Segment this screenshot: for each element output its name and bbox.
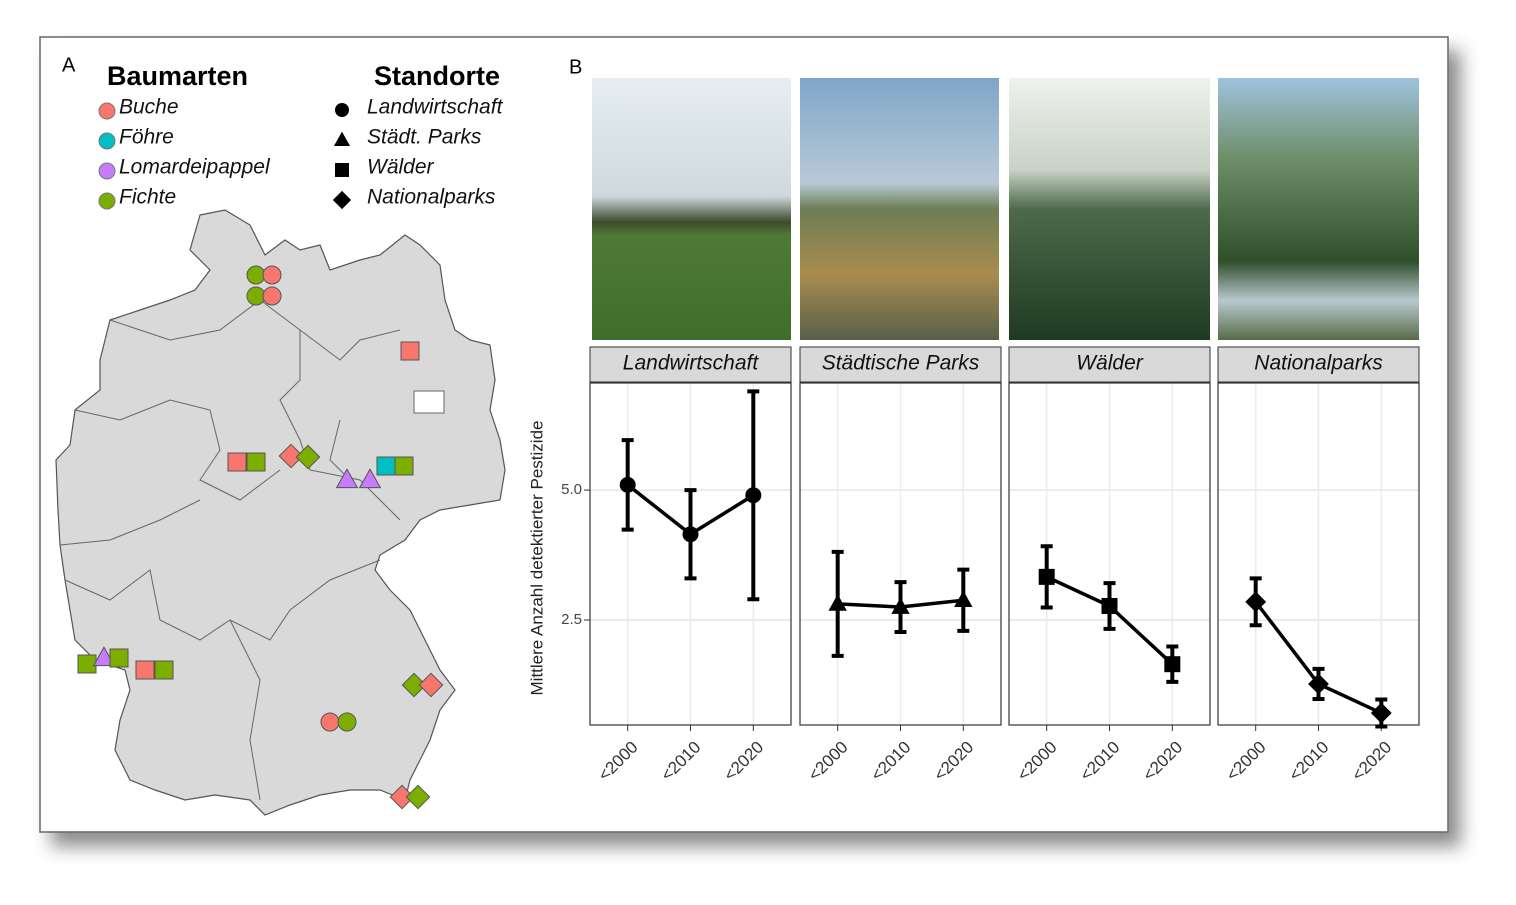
- map-marker: [335, 468, 359, 489]
- map-marker: [418, 672, 444, 698]
- legend-swatch: [98, 132, 116, 150]
- legend-swatch: [98, 162, 116, 180]
- point: [1370, 702, 1392, 724]
- facet-strip: [589, 346, 792, 383]
- point: [1245, 591, 1267, 613]
- map-marker: [262, 265, 282, 285]
- legend-label: Städt. Parks: [367, 126, 482, 149]
- legend-label: Föhre: [119, 126, 174, 149]
- legend-symbol: [335, 163, 349, 177]
- map-marker: [295, 444, 321, 470]
- point: [1308, 673, 1329, 695]
- panel-label: A: [62, 54, 76, 76]
- y-tick-label: 2.5: [561, 611, 582, 628]
- point: [619, 476, 636, 493]
- photo-waelder: [1009, 78, 1210, 340]
- map-marker: [278, 443, 304, 469]
- point: [745, 487, 762, 504]
- legend-swatch: [98, 102, 116, 120]
- facet-strip: [1217, 346, 1420, 383]
- facet-strip: [1008, 346, 1211, 383]
- map-marker: [337, 712, 357, 732]
- map-marker: [394, 456, 414, 476]
- point: [891, 597, 910, 614]
- legend-label: Landwirtschaft: [367, 96, 504, 119]
- map-marker: [246, 265, 266, 285]
- legend-symbol: [333, 131, 351, 146]
- berlin-hole: [413, 390, 445, 414]
- facet-title: Nationalparks: [1254, 352, 1383, 375]
- facet-strip: [799, 346, 1002, 383]
- photo-landwirtschaft: [592, 78, 791, 340]
- map-marker: [246, 286, 266, 306]
- map-marker: [405, 784, 431, 810]
- photo-nationalparks: [1218, 78, 1419, 340]
- legend-symbol: [332, 190, 352, 210]
- legend-label: Buche: [119, 96, 179, 119]
- panel-label: B: [569, 56, 582, 78]
- point: [954, 590, 973, 608]
- facet-title: Wälder: [1076, 352, 1144, 375]
- legend-label: Nationalparks: [367, 186, 496, 209]
- photo-parks: [800, 78, 999, 340]
- legend-label: Wälder: [367, 156, 435, 179]
- map-marker: [320, 712, 340, 732]
- map-marker: [92, 646, 116, 667]
- map-marker: [77, 654, 97, 674]
- map-marker: [227, 452, 247, 472]
- legend-label: Lomardeipappel: [119, 156, 271, 179]
- map-marker: [154, 660, 174, 680]
- point: [1101, 597, 1118, 614]
- point: [828, 594, 847, 611]
- facet-title: Städtische Parks: [822, 352, 980, 375]
- photos: [592, 78, 1419, 340]
- map-marker: [400, 341, 420, 361]
- map-marker: [246, 452, 266, 472]
- point: [1038, 568, 1055, 585]
- map-marker: [135, 660, 155, 680]
- legend-label: Fichte: [119, 186, 176, 209]
- legend-title: Standorte: [374, 61, 500, 91]
- map-marker: [376, 456, 396, 476]
- y-axis-label: Mittlere Anzahl detektierter Pestizide: [527, 421, 546, 696]
- map-marker: [401, 672, 427, 698]
- point: [1164, 656, 1181, 673]
- legend-symbol: [335, 103, 349, 117]
- y-tick-label: 5.0: [561, 481, 582, 498]
- legend-title: Baumarten: [107, 61, 248, 91]
- facet-title: Landwirtschaft: [623, 352, 760, 375]
- map-marker: [109, 648, 129, 668]
- map-marker: [358, 468, 382, 489]
- legend-swatch: [98, 192, 116, 210]
- map-marker: [262, 286, 282, 306]
- point: [682, 526, 699, 543]
